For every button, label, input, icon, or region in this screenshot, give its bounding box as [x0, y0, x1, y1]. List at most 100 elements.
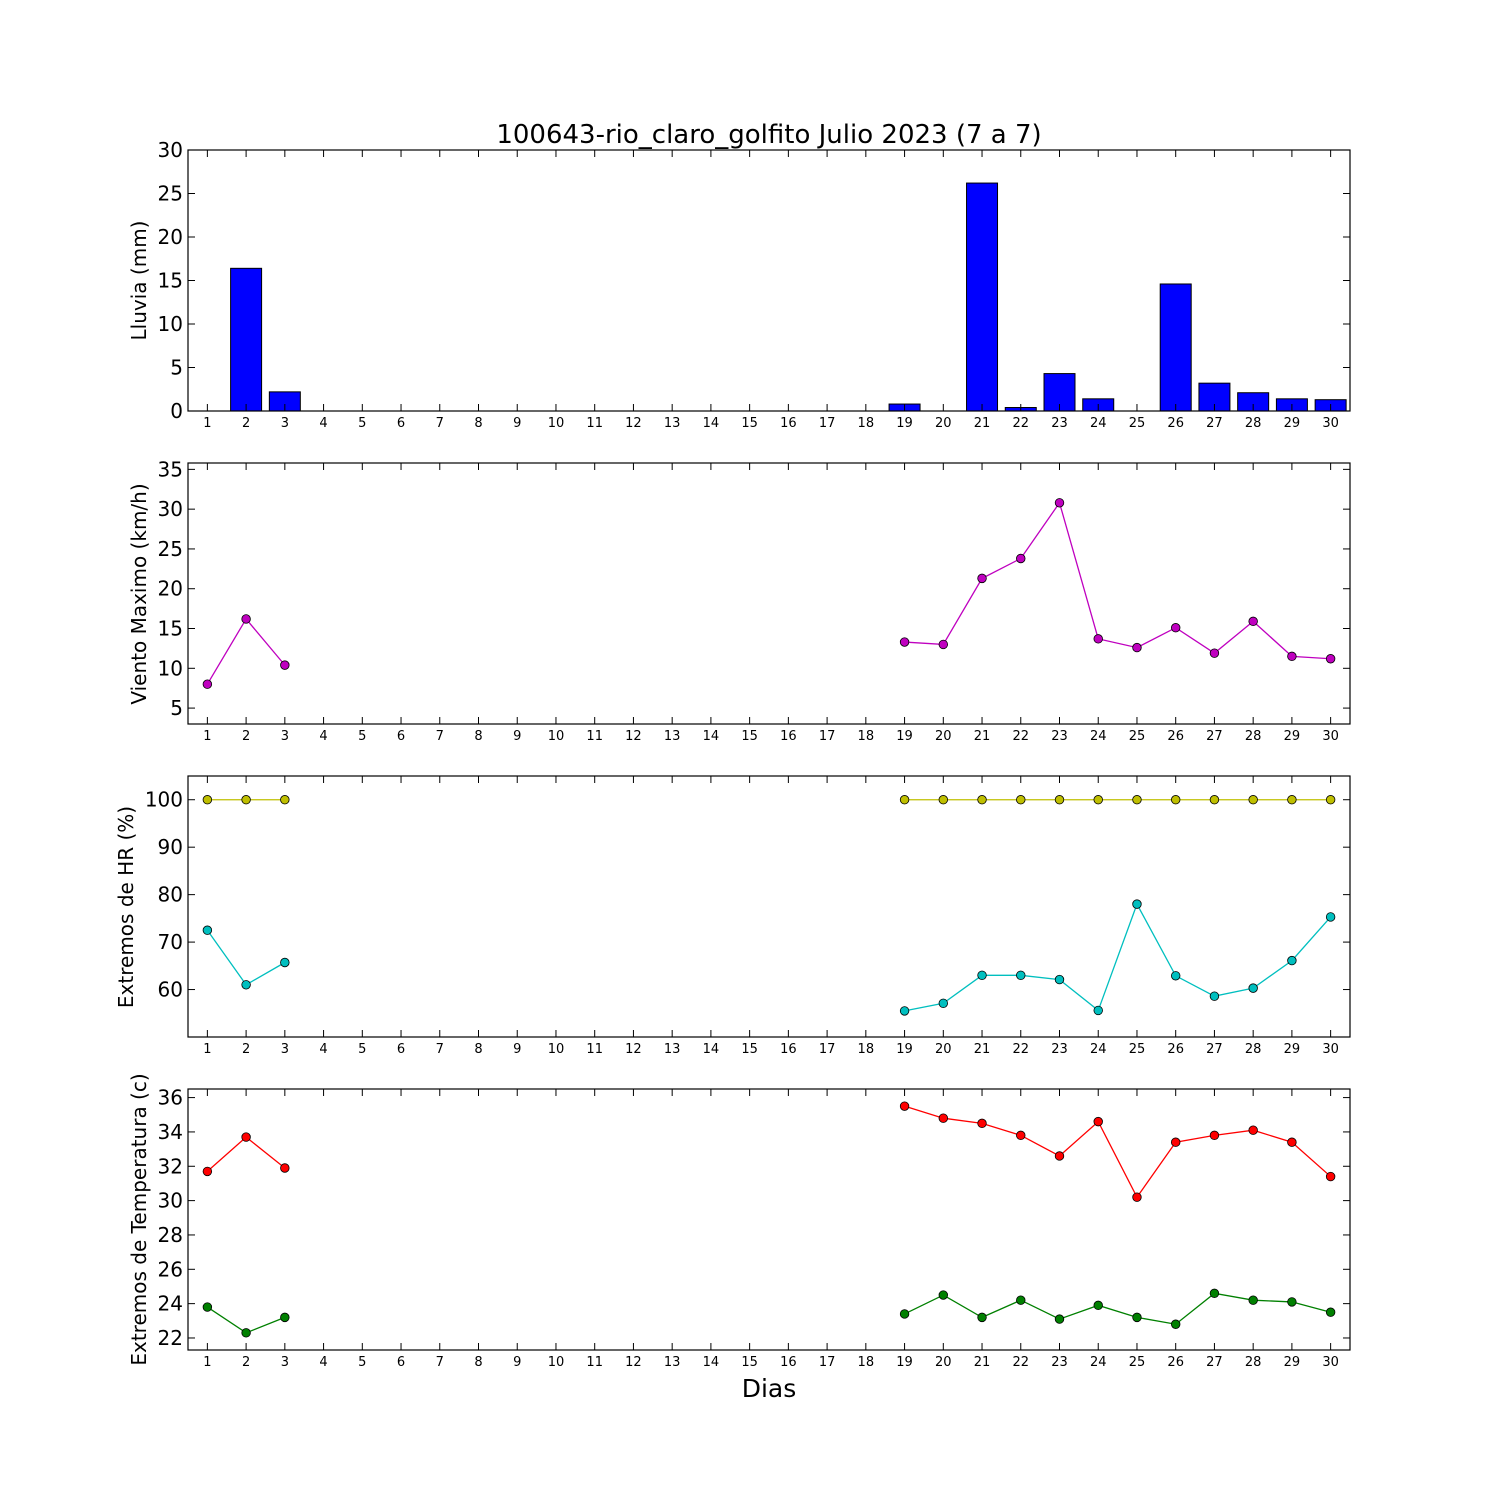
- x-tick-label: 21: [974, 1042, 991, 1057]
- x-tick-label: 9: [513, 1042, 521, 1057]
- x-tick-label: 22: [1012, 729, 1029, 744]
- wind-y-axis-label: Viento Maximo (km/h): [127, 483, 151, 704]
- wind-max-point: [1093, 634, 1103, 644]
- x-tick-label: 16: [780, 1355, 797, 1370]
- x-tick-label: 11: [586, 1042, 603, 1057]
- y-tick-label: 60: [158, 978, 183, 1002]
- x-tick-label: 4: [319, 1042, 327, 1057]
- x-tick-label: 5: [358, 729, 366, 744]
- x-tick-label: 17: [819, 1355, 836, 1370]
- x-tick-label: 2: [242, 729, 250, 744]
- y-tick-label: 5: [170, 696, 183, 720]
- axes-frame: [187, 462, 1351, 725]
- x-tick-label: 2: [242, 416, 250, 431]
- x-tick-label: 9: [513, 729, 521, 744]
- x-tick-label: 22: [1012, 1042, 1029, 1057]
- x-tick-label: 10: [548, 729, 565, 744]
- temp-max-point: [938, 1113, 949, 1123]
- y-tick-label: 24: [158, 1292, 183, 1316]
- hr-max-point: [1248, 795, 1258, 805]
- x-tick-label: 4: [319, 1355, 327, 1370]
- wind-max-point: [1054, 498, 1065, 508]
- y-tick-label: 35: [158, 457, 183, 481]
- x-tick-label: 27: [1206, 1355, 1223, 1370]
- x-tick-label: 12: [625, 1042, 642, 1057]
- y-tick-label: 10: [158, 656, 183, 680]
- x-tick-label: 1: [203, 1042, 211, 1057]
- x-tick-label: 17: [819, 1042, 836, 1057]
- x-tick-label: 5: [358, 1042, 366, 1057]
- hr-max-point: [280, 795, 290, 805]
- temp-min-point: [1016, 1295, 1026, 1305]
- y-tick-label: 15: [158, 617, 183, 641]
- rainfall-y-axis-label: Lluvia (mm): [127, 221, 151, 341]
- y-tick-label: 34: [158, 1120, 183, 1144]
- temp-max-point: [899, 1101, 910, 1111]
- temp-max-point: [1132, 1192, 1142, 1202]
- x-tick-label: 29: [1284, 1355, 1301, 1370]
- x-tick-label: 28: [1245, 416, 1262, 431]
- y-tick-label: 26: [158, 1257, 183, 1281]
- x-tick-label: 5: [358, 416, 366, 431]
- hr-min-point: [241, 980, 251, 990]
- x-tick-label: 4: [319, 729, 327, 744]
- x-tick-label: 5: [358, 1355, 366, 1370]
- temp-min-point: [1170, 1319, 1181, 1329]
- x-tick-label: 24: [1090, 416, 1107, 431]
- hr-min-point: [1287, 955, 1297, 966]
- rain-bar: [966, 182, 999, 412]
- x-tick-label: 6: [397, 1042, 405, 1057]
- temp-min-line: [904, 1292, 1331, 1325]
- x-tick-label: 25: [1129, 416, 1146, 431]
- y-tick-label: 25: [158, 537, 183, 561]
- temp-max-line: [904, 1105, 1332, 1199]
- x-tick-label: 18: [858, 1355, 875, 1370]
- hr-max-point: [1325, 795, 1336, 805]
- wind-max-point: [1170, 623, 1181, 633]
- temp-max-point: [1016, 1130, 1026, 1141]
- x-tick-label: 21: [974, 1355, 991, 1370]
- x-tick-label: 14: [703, 416, 720, 431]
- x-tick-label: 1: [203, 416, 211, 431]
- temp-min-point: [1093, 1300, 1103, 1311]
- wind-max-point: [977, 573, 987, 584]
- y-tick-label: 20: [158, 577, 183, 601]
- x-tick-label: 7: [436, 729, 444, 744]
- x-tick-label: 29: [1284, 1042, 1301, 1057]
- x-tick-label: 15: [741, 729, 758, 744]
- x-tick-label: 13: [664, 1355, 681, 1370]
- x-tick-label: 11: [586, 1355, 603, 1370]
- axes-frame: [187, 775, 1351, 1038]
- hr-min-point: [280, 957, 290, 968]
- hr-max-point: [1170, 795, 1181, 805]
- x-tick-label: 18: [858, 416, 875, 431]
- temp-min-point: [202, 1302, 213, 1312]
- y-tick-label: 25: [158, 182, 183, 206]
- rain-bar: [230, 267, 263, 412]
- x-tick-label: 28: [1245, 729, 1262, 744]
- temp-min-point: [938, 1290, 949, 1300]
- temp-min-point: [899, 1309, 910, 1319]
- x-tick-label: 11: [586, 416, 603, 431]
- temp-min-point: [1054, 1314, 1065, 1324]
- x-tick-label: 20: [935, 416, 952, 431]
- x-tick-label: 19: [896, 416, 913, 431]
- x-tick-label: 7: [436, 416, 444, 431]
- y-tick-label: 36: [158, 1086, 183, 1110]
- temp-max-point: [1325, 1171, 1336, 1182]
- x-tick-label: 4: [319, 416, 327, 431]
- hr-min-line: [904, 902, 1332, 1012]
- hr-min-point: [938, 998, 949, 1009]
- x-tick-label: 25: [1129, 1042, 1146, 1057]
- x-tick-label: 7: [436, 1355, 444, 1370]
- wind-max-point: [938, 639, 949, 650]
- wind-max-point: [899, 637, 910, 647]
- x-tick-label: 8: [474, 1355, 482, 1370]
- x-tick-label: 23: [1051, 1355, 1068, 1370]
- x-tick-label: 26: [1167, 1355, 1184, 1370]
- x-tick-label: 8: [474, 1042, 482, 1057]
- x-axis-label: Dias: [742, 1374, 797, 1403]
